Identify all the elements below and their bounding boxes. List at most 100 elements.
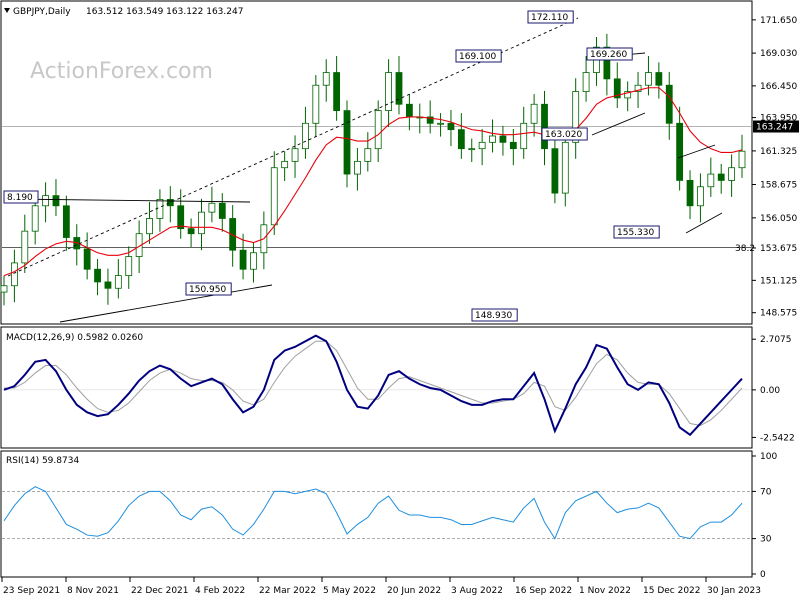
date-axis-label: 15 Dec 2022 xyxy=(643,586,701,596)
rsi-title: RSI(14) 59.8734 xyxy=(6,456,79,466)
price-axis-label: 163.950 xyxy=(760,114,797,124)
candle-body xyxy=(187,228,195,235)
channel-top-line xyxy=(9,198,251,203)
date-axis-label: 4 Feb 2022 xyxy=(195,586,245,596)
candle-body xyxy=(572,91,580,143)
annotation-box xyxy=(541,127,588,141)
candle-body xyxy=(333,72,341,112)
price-axis-label: 151.125 xyxy=(760,276,797,286)
candle-body xyxy=(624,91,632,99)
candle-body xyxy=(208,202,216,213)
candle-body xyxy=(218,202,226,219)
annotation-box xyxy=(455,49,502,63)
wedge-bottom-line xyxy=(591,112,646,136)
candle-body xyxy=(686,180,694,207)
date-axis-label: 8 Nov 2021 xyxy=(67,586,119,596)
price-axis-label: 161.325 xyxy=(760,147,797,157)
candle-body xyxy=(541,103,548,150)
candle-body xyxy=(645,72,652,86)
candle-body xyxy=(364,148,372,162)
chart-header: GBPJPY,Daily 163.512 163.549 163.122 163… xyxy=(4,7,243,17)
candle-body xyxy=(0,285,8,293)
rsi-axis-label: 30 xyxy=(760,535,772,545)
candle-body xyxy=(250,252,257,270)
candle-body xyxy=(395,72,403,105)
candle-body xyxy=(42,195,49,207)
date-axis-label: 22 Mar 2022 xyxy=(259,586,316,596)
candle-body xyxy=(613,78,621,99)
candle-body xyxy=(322,72,330,86)
instrument-label: GBPJPY,Daily xyxy=(13,7,71,17)
annotation-box xyxy=(586,47,633,61)
macd-axis-label: 2.7075 xyxy=(760,335,792,345)
candle-body xyxy=(634,84,642,92)
candle-body xyxy=(177,205,185,230)
candle-body xyxy=(520,122,528,150)
candle-body xyxy=(717,173,725,181)
annotation-box xyxy=(527,10,574,24)
date-axis-label: 1 Nov 2022 xyxy=(579,586,631,596)
candle-body xyxy=(239,249,247,270)
date-axis-label: 3 Aug 2022 xyxy=(451,586,503,596)
candle-body xyxy=(312,84,320,124)
annotation-label: 8.190 xyxy=(7,193,33,203)
candle-body xyxy=(270,167,278,226)
price-axis-label: 158.675 xyxy=(760,181,797,191)
candle-body xyxy=(114,275,122,289)
macd-main-line xyxy=(3,334,743,437)
annotation-box xyxy=(613,225,660,239)
flag-top-line xyxy=(677,144,716,159)
macd-title: MACD(12,26,9) 0.5982 0.0260 xyxy=(6,333,143,343)
candle-body xyxy=(229,218,237,251)
annotation-label: 169.100 xyxy=(459,52,496,62)
date-axis-label: 5 May 2022 xyxy=(323,586,376,596)
candle-body xyxy=(302,122,309,150)
price-layer: 172.110 169.100 169.260 163.020 155.330 150.9… xyxy=(0,10,755,323)
candle-body xyxy=(166,199,174,207)
candle-body xyxy=(291,148,299,162)
date-axis-label: 23 Sep 2021 xyxy=(3,586,60,596)
dropdown-triangle-icon[interactable] xyxy=(4,8,10,13)
candle-body xyxy=(447,122,455,131)
candle-body xyxy=(728,167,736,181)
candle-body xyxy=(509,141,517,150)
rsi-layer xyxy=(2,486,751,540)
price-axis-label: 148.575 xyxy=(760,309,797,319)
candle-body xyxy=(468,148,476,151)
candle-body xyxy=(457,129,465,150)
candle-body xyxy=(437,122,444,125)
candle-body xyxy=(198,211,205,235)
candle-body xyxy=(426,116,434,124)
annotation-label: 148.930 xyxy=(475,311,512,321)
rsi-axis-label: 100 xyxy=(760,452,777,462)
annotation-label: 150.950 xyxy=(189,285,226,295)
price-axis-label: 169.030 xyxy=(760,49,797,59)
candle-body xyxy=(83,248,91,270)
candle-body xyxy=(489,135,496,143)
candle-body xyxy=(104,281,112,289)
candle-body xyxy=(676,122,684,181)
macd-axis-label: 0.00 xyxy=(760,386,780,396)
date-axis-label: 16 Sep 2022 xyxy=(515,586,572,596)
candle-body xyxy=(499,135,507,143)
macd-signal-line xyxy=(4,340,743,426)
candle-body xyxy=(738,150,746,169)
date-axis-label: 20 Jun 2022 xyxy=(387,586,441,596)
candle-body xyxy=(125,256,133,276)
candle-body xyxy=(665,84,673,124)
candle-body xyxy=(551,148,559,194)
candle-body xyxy=(478,141,486,150)
candle-body xyxy=(52,195,60,207)
candle-body xyxy=(281,160,289,169)
candle-body xyxy=(156,199,164,219)
annotation-box xyxy=(185,282,232,296)
candle-body xyxy=(707,173,715,188)
candle-body xyxy=(10,262,18,287)
candle-body xyxy=(530,103,538,124)
annotation-box xyxy=(3,190,39,204)
annotation-label: 155.330 xyxy=(617,228,654,238)
price-panel-frame xyxy=(0,0,753,325)
candle-body xyxy=(385,72,392,112)
candle-body xyxy=(94,268,101,283)
